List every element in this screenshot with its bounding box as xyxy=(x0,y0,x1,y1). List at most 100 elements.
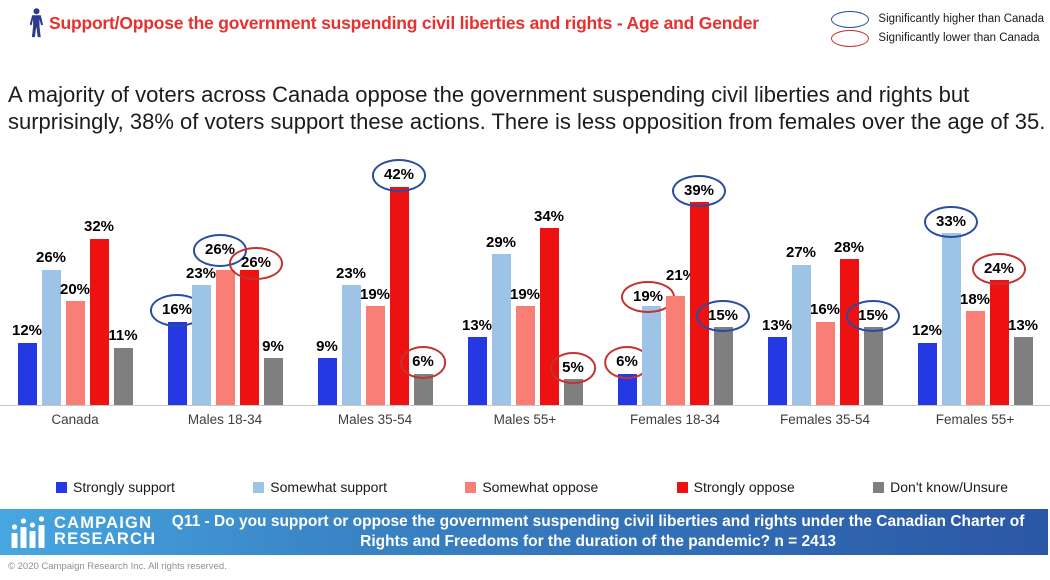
red-ellipse-icon xyxy=(831,29,870,47)
bar: 12% xyxy=(912,323,942,405)
bar: 26% xyxy=(36,250,66,405)
blue-ellipse-icon xyxy=(831,10,870,28)
bar-value-label: 39% xyxy=(671,174,727,208)
legend-swatch-icon xyxy=(873,481,885,493)
bar-value-label: 12% xyxy=(11,322,43,340)
significantly-higher-ellipse xyxy=(671,174,727,208)
sig-row-higher: Significantly higher than Canada xyxy=(831,10,1044,28)
footer-question: Q11 - Do you support or oppose the gover… xyxy=(156,512,1048,552)
logo-line1: CAMPAIGN xyxy=(54,514,153,533)
bar-value-label: 15% xyxy=(695,299,751,332)
legend-item: Somewhat support xyxy=(253,479,387,495)
logo-barchart-icon xyxy=(11,516,45,548)
bar: 13% xyxy=(462,317,492,405)
bar: 11% xyxy=(108,328,138,405)
title-wrap: Support/Oppose the government suspending… xyxy=(30,8,759,38)
footer-bar: CAMPAIGN RESEARCH Q11 - Do you support o… xyxy=(0,509,1048,555)
bar: 13% xyxy=(1008,317,1038,405)
bar-value-label: 29% xyxy=(485,233,517,251)
logo-text: CAMPAIGN RESEARCH xyxy=(54,514,157,548)
legend-item: Don't know/Unsure xyxy=(873,479,1008,495)
bar: 26% xyxy=(228,247,284,405)
significance-legend: Significantly higher than Canada Signifi… xyxy=(831,8,1044,47)
category-label: Females 18-34 xyxy=(629,412,721,427)
bar-value-label: 15% xyxy=(845,299,901,332)
bar: 34% xyxy=(534,208,564,405)
bar: 9% xyxy=(316,338,338,405)
bar: 29% xyxy=(486,234,516,405)
copyright-text: © 2020 Campaign Research Inc. All rights… xyxy=(8,561,227,572)
footer-question-text: Q11 - Do you support or oppose the gover… xyxy=(171,513,1025,550)
legend-label: Somewhat support xyxy=(270,479,388,495)
significantly-lower-ellipse xyxy=(228,247,284,280)
bar: 23% xyxy=(336,265,366,405)
legend-swatch-icon xyxy=(56,481,67,493)
bar: 16% xyxy=(149,294,205,405)
bar: 32% xyxy=(84,219,114,405)
category-axis: Canada Males 18-34 Males 35-54 Males 55+ Fem… xyxy=(0,412,1050,427)
bar: 21% xyxy=(665,268,696,405)
bar-value-label: 28% xyxy=(833,238,865,256)
logo-line2: RESEARCH xyxy=(54,530,157,548)
bar: 27% xyxy=(786,245,816,405)
bar-value-label: 18% xyxy=(959,290,991,308)
category-label: Females 35-54 xyxy=(779,412,871,427)
category-label: Males 55+ xyxy=(493,412,557,427)
bar-value-label: 13% xyxy=(1007,316,1039,334)
bar-value-label: 6% xyxy=(604,346,650,379)
legend-item: Strongly oppose xyxy=(676,479,795,495)
bar-value-label: 16% xyxy=(149,294,205,327)
chart-group: 6% 19% 21% 39% 15% xyxy=(600,160,751,405)
bar: 26% xyxy=(192,234,248,405)
header: Support/Oppose the government suspending… xyxy=(30,8,1044,47)
legend-swatch-icon xyxy=(676,481,688,493)
bar: 19% xyxy=(360,286,390,405)
bar: 19% xyxy=(510,286,540,405)
bar-value-label: 19% xyxy=(359,285,391,303)
bar: 6% xyxy=(604,346,650,405)
chart-group: 9% 23% 19% 42% 6% xyxy=(300,159,450,405)
legend-label: Strongly support xyxy=(73,479,175,495)
bar-value-label: 26% xyxy=(192,234,248,267)
bar: 33% xyxy=(923,205,979,405)
significantly-higher-ellipse xyxy=(371,159,427,192)
bar-value-label: 24% xyxy=(971,252,1027,286)
bar-value-label: 19% xyxy=(509,285,541,303)
bar-value-label: 6% xyxy=(400,346,446,379)
bar: 42% xyxy=(371,159,427,405)
legend-label: Somewhat oppose xyxy=(482,479,599,495)
bar: 19% xyxy=(620,280,676,405)
bar: 23% xyxy=(186,265,216,405)
bar-value-label: 20% xyxy=(59,280,91,298)
bar-value-label: 21% xyxy=(665,267,697,285)
bar-value-label: 13% xyxy=(761,316,793,334)
chart-legend: Strongly support Somewhat support Somewhat… xyxy=(56,479,1008,495)
significantly-higher-ellipse xyxy=(923,205,979,239)
bar-value-label: 26% xyxy=(35,249,67,267)
bar: 15% xyxy=(845,299,901,405)
chart-group: 12% 26% 20% 32% 11% xyxy=(0,160,150,405)
bar: 9% xyxy=(262,338,284,405)
bar-value-label: 34% xyxy=(533,207,565,225)
page-title: Support/Oppose the government suspending… xyxy=(49,12,759,33)
bar: 39% xyxy=(671,174,727,405)
bar: 5% xyxy=(550,351,596,405)
chart-group: 16% 23% 26% 26% 9% xyxy=(149,160,300,405)
bar-chart: 12% 26% 20% 32% 11% 16% 23% 26% 26% 9% 9% 23% 19% 42%… xyxy=(0,159,1050,406)
legend-item: Strongly support xyxy=(56,479,175,495)
bar-value-label: 13% xyxy=(461,316,493,334)
bar-value-label: 9% xyxy=(262,337,284,355)
bar: 6% xyxy=(400,346,446,405)
significantly-higher-ellipse xyxy=(192,234,248,267)
person-icon xyxy=(30,8,43,38)
bar-value-label: 42% xyxy=(371,159,427,192)
sig-row-lower: Significantly lower than Canada xyxy=(831,29,1044,47)
legend-label: Strongly oppose xyxy=(693,479,795,495)
bar: 20% xyxy=(60,281,90,405)
bar-value-label: 9% xyxy=(316,337,338,355)
summary-text: A majority of voters across Canada oppos… xyxy=(8,82,1046,134)
chart-group: 13% 29% 19% 34% 5% xyxy=(450,160,600,405)
bar-value-label: 33% xyxy=(923,205,979,239)
bar: 15% xyxy=(695,299,751,405)
category-label: Males 35-54 xyxy=(337,412,413,427)
